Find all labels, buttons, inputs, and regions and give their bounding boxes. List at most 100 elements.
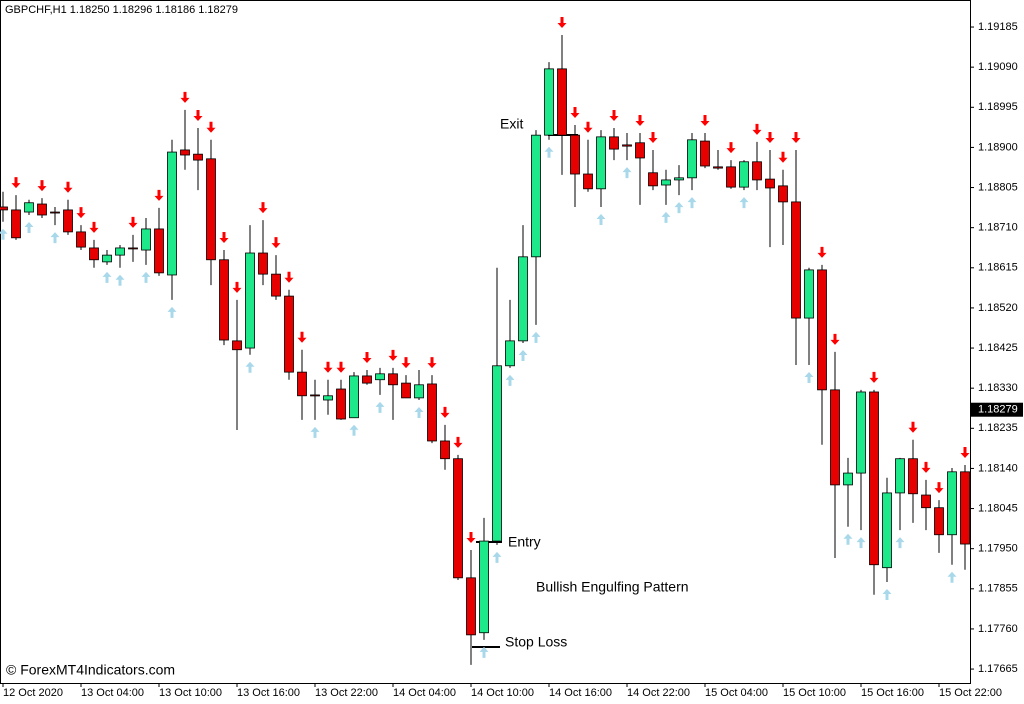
y-tick-label: 1.18045 xyxy=(978,502,1018,514)
candle-body xyxy=(310,394,320,397)
signal-arrow-down xyxy=(934,482,944,494)
candle-body xyxy=(89,247,99,261)
candle-body xyxy=(336,388,346,420)
candle-body xyxy=(219,259,229,341)
candle-body xyxy=(830,389,840,486)
candle-body xyxy=(700,140,710,167)
signal-arrow-down xyxy=(648,131,658,143)
candle-body xyxy=(297,371,307,397)
candle-body xyxy=(856,391,866,474)
signal-arrow-down xyxy=(232,281,242,293)
x-tick-label: 15 Oct 04:00 xyxy=(705,687,768,699)
candle-body xyxy=(635,142,645,159)
signal-arrow-down xyxy=(726,142,736,154)
signal-arrow-up xyxy=(895,537,905,549)
signal-arrow-down xyxy=(427,357,437,369)
y-tick-label: 1.17855 xyxy=(978,583,1018,595)
signal-arrow-down xyxy=(284,271,294,283)
chart-title: GBPCHF,H1 1.18250 1.18296 1.18186 1.1827… xyxy=(5,4,238,16)
signal-arrow-up xyxy=(24,221,34,233)
signal-arrow-up xyxy=(115,274,125,286)
y-tick-label: 1.17760 xyxy=(978,623,1018,635)
candle-body xyxy=(843,472,853,486)
candle-body xyxy=(232,340,242,351)
candle-body xyxy=(258,252,268,275)
signal-arrow-up xyxy=(141,271,151,283)
signal-arrow-down xyxy=(583,121,593,133)
candle-body xyxy=(817,269,827,391)
signal-arrow-down xyxy=(258,202,268,214)
candle-body xyxy=(141,228,151,251)
signal-arrow-down xyxy=(791,131,801,143)
candle-body xyxy=(0,206,8,211)
candle-body xyxy=(739,161,749,188)
signal-arrow-down xyxy=(180,91,190,103)
signal-arrow-up xyxy=(531,331,541,343)
candle-body xyxy=(544,68,554,136)
candle-body xyxy=(284,295,294,373)
candle-body xyxy=(869,391,879,566)
x-tick-label: 15 Oct 10:00 xyxy=(783,687,846,699)
signal-arrow-up xyxy=(947,571,957,583)
signal-arrow-up xyxy=(856,537,866,549)
signal-arrow-down xyxy=(193,109,203,121)
candle-body xyxy=(687,139,697,179)
candle-body xyxy=(466,577,476,636)
signal-arrow-up xyxy=(687,197,697,209)
signal-arrow-down xyxy=(362,352,372,364)
annotation: Entry xyxy=(508,534,541,550)
signal-arrow-down xyxy=(154,189,164,201)
candle-body xyxy=(934,507,944,536)
candle-body xyxy=(882,492,892,569)
candle-body xyxy=(505,340,515,367)
y-tick-label: 1.18425 xyxy=(978,342,1018,354)
candle-body xyxy=(492,365,502,542)
candle-body xyxy=(401,382,411,399)
x-tick-label: 13 Oct 04:00 xyxy=(81,687,144,699)
signal-arrow-down xyxy=(778,151,788,163)
y-tick-label: 1.18900 xyxy=(978,141,1018,153)
signal-arrow-up xyxy=(882,589,892,601)
candle-body xyxy=(323,395,333,401)
signal-arrow-down xyxy=(817,246,827,258)
candle-body xyxy=(518,256,528,342)
signal-arrow-down xyxy=(63,181,73,193)
signal-arrow-up xyxy=(674,202,684,214)
y-tick-label: 1.19090 xyxy=(978,61,1018,73)
y-tick-label: 1.18805 xyxy=(978,181,1018,193)
signal-arrow-up xyxy=(310,426,320,438)
candle-body xyxy=(661,179,671,186)
candle-body xyxy=(609,136,619,150)
candle-body xyxy=(921,494,931,509)
signal-arrow-down xyxy=(206,121,216,133)
y-tick-label: 1.17665 xyxy=(978,663,1018,675)
candle-body xyxy=(583,173,593,190)
signal-arrow-down xyxy=(570,107,580,119)
signal-arrow-up xyxy=(622,167,632,179)
candle-body xyxy=(24,202,34,213)
candle-body xyxy=(960,471,970,545)
candle-body xyxy=(50,211,60,214)
signal-arrow-up xyxy=(167,306,177,318)
candle-body xyxy=(453,458,463,579)
signal-arrow-down xyxy=(76,207,86,219)
last-price-tag xyxy=(971,402,1023,417)
signal-arrow-down xyxy=(401,357,411,369)
signal-arrow-down xyxy=(765,131,775,143)
signal-arrow-down xyxy=(453,436,463,448)
candle-body xyxy=(128,247,138,250)
signal-arrow-down xyxy=(466,531,476,543)
signal-arrow-down xyxy=(89,221,99,233)
signal-arrow-down xyxy=(219,232,229,244)
x-tick-label: 14 Oct 04:00 xyxy=(393,687,456,699)
x-tick-label: 13 Oct 10:00 xyxy=(159,687,222,699)
y-tick-label: 1.18615 xyxy=(978,262,1018,274)
y-tick-label: 1.19185 xyxy=(978,21,1018,33)
x-tick-label: 14 Oct 22:00 xyxy=(627,687,690,699)
candle-body xyxy=(804,269,814,319)
annotation: Stop Loss xyxy=(505,634,567,650)
x-tick-label: 12 Oct 2020 xyxy=(3,687,63,699)
signal-arrow-up xyxy=(349,424,359,436)
candle-body xyxy=(414,384,424,399)
